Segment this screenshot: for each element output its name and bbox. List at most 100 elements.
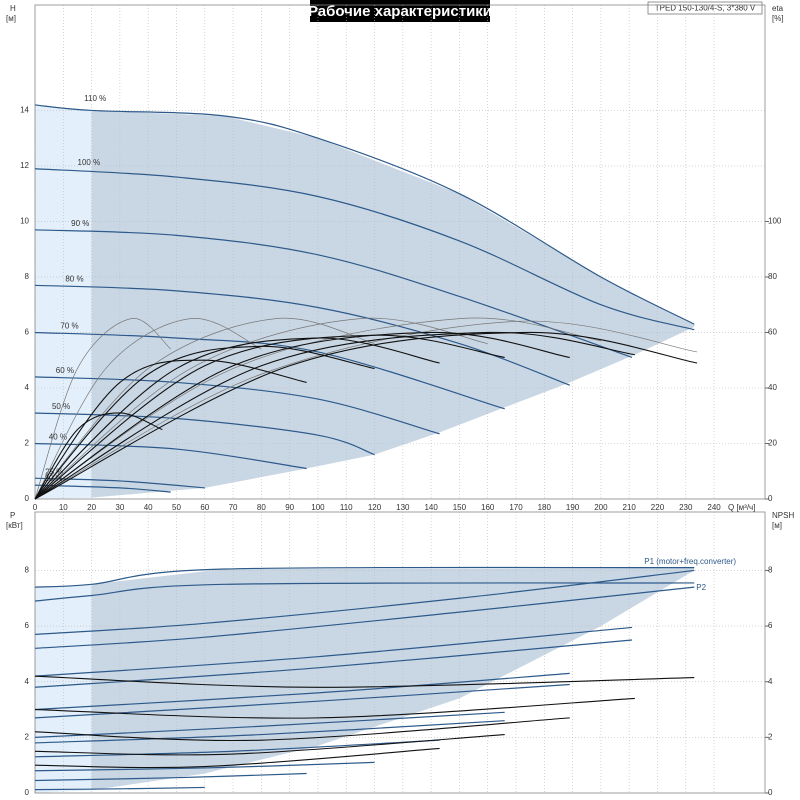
curve: [34, 675, 695, 688]
curve-label: 80 %: [65, 274, 83, 283]
curve: [34, 566, 695, 588]
x-tick-label: 160: [481, 503, 495, 512]
y2-tick-label: 100: [768, 217, 782, 226]
curve: [34, 318, 262, 500]
y2-tick-label: 0: [768, 494, 773, 503]
y-tick-label: 6: [25, 621, 30, 630]
y-axis-label: P: [10, 511, 15, 520]
y-tick-label: 4: [25, 677, 30, 686]
y2-tick-label: 8: [768, 566, 773, 575]
curve: [34, 739, 440, 758]
y2-tick-label: 20: [768, 439, 777, 448]
y-tick-label: 8: [25, 566, 30, 575]
y-tick-label: 0: [25, 494, 30, 503]
y2-axis-unit: [м]: [772, 521, 782, 530]
curve-label: 25 %: [45, 467, 63, 476]
plot-frame: [34, 4, 766, 500]
y2-tick-label: 60: [768, 328, 777, 337]
y-axis-unit: [кВт]: [6, 521, 23, 530]
curve: [34, 697, 635, 719]
y2-tick-label: 40: [768, 383, 777, 392]
x-tick-label: 20: [87, 503, 96, 512]
x-tick-label: 230: [679, 503, 693, 512]
curve-label: 60 %: [56, 366, 74, 375]
curve: [34, 442, 307, 470]
curve: [34, 337, 440, 500]
curve-label: 100 %: [78, 158, 101, 167]
curve: [34, 412, 163, 500]
curve-label: P2: [696, 583, 706, 592]
x-tick-label: 0: [33, 503, 38, 512]
curve: [34, 104, 695, 325]
chart-title: Рабочие характеристики: [308, 3, 492, 20]
x-tick-label: 30: [115, 503, 124, 512]
curve: [34, 761, 375, 772]
curve: [34, 320, 698, 500]
curve: [34, 569, 695, 636]
x-tick-label: 150: [453, 503, 467, 512]
title-box: [310, 0, 490, 22]
y2-axis-unit: [%]: [772, 14, 784, 23]
x-tick-label: 60: [200, 503, 209, 512]
curve: [34, 477, 205, 489]
y-tick-label: 0: [25, 788, 30, 797]
x-tick-label: 40: [144, 503, 153, 512]
curve: [34, 720, 505, 744]
x-tick-label: 10: [59, 503, 68, 512]
curve: [34, 717, 570, 742]
curve: [34, 786, 205, 791]
curve-label: 90 %: [71, 219, 89, 228]
y-tick-label: 12: [20, 161, 29, 170]
curve-label: 110 %: [84, 94, 106, 103]
operating-area: [35, 104, 92, 500]
curve: [34, 345, 375, 500]
y2-axis-label: eta: [772, 4, 784, 13]
x-tick-label: 220: [651, 503, 665, 512]
curve-label: 40 %: [49, 433, 67, 442]
y-axis-unit: [м]: [6, 14, 16, 23]
y-tick-label: 6: [25, 328, 30, 337]
x-tick-label: 170: [509, 503, 523, 512]
y-tick-label: 2: [25, 439, 30, 448]
curve: [34, 683, 570, 719]
y-tick-label: 2: [25, 732, 30, 741]
x-tick-label: 70: [229, 503, 238, 512]
curve-label: 50 %: [52, 402, 70, 411]
y-tick-label: 14: [20, 106, 29, 115]
y2-tick-label: 80: [768, 272, 777, 281]
y2-tick-label: 0: [768, 788, 773, 797]
model-label: TPED 150-130/4-S, 3*380 V: [655, 4, 756, 13]
x-tick-label: 120: [368, 503, 382, 512]
x-tick-label: 240: [707, 503, 721, 512]
curve: [34, 586, 695, 649]
curve: [34, 734, 505, 756]
y-tick-label: 4: [25, 383, 30, 392]
y-tick-label: 10: [20, 217, 29, 226]
curve: [34, 672, 570, 711]
y2-tick-label: 2: [768, 732, 773, 741]
x-tick-label: 140: [424, 503, 438, 512]
operating-area: [35, 584, 92, 793]
operating-area: [91, 110, 695, 498]
curve: [34, 318, 172, 500]
curve-label: 20 %: [44, 474, 62, 483]
x-tick-label: 90: [285, 503, 294, 512]
x-tick-label: 50: [172, 503, 181, 512]
curve: [34, 582, 695, 602]
curve: [34, 331, 570, 500]
curve-label: P1 (motor+freq.converter): [644, 557, 736, 566]
curve: [34, 772, 307, 782]
curve-label: 70 %: [60, 322, 78, 331]
curve: [34, 747, 440, 769]
y2-axis-label: NPSH: [772, 511, 794, 520]
curve: [34, 168, 695, 331]
curve: [34, 626, 633, 677]
curve: [34, 331, 698, 500]
curve: [34, 334, 505, 500]
y-tick-label: 8: [25, 272, 30, 281]
x-tick-label: 130: [396, 503, 410, 512]
y2-tick-label: 4: [768, 677, 773, 686]
curve: [34, 412, 375, 456]
curve: [34, 317, 488, 500]
